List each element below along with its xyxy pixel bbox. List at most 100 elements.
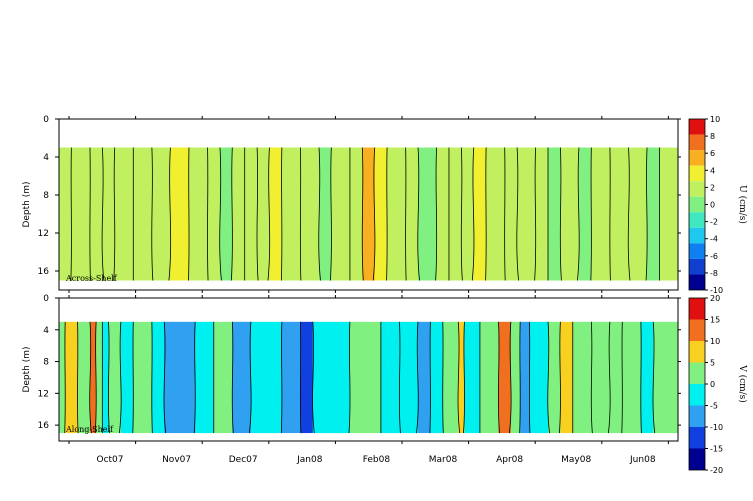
contour-line [70, 147, 72, 281]
contour-line [621, 321, 623, 434]
data-cell [219, 147, 233, 281]
contour-line [590, 147, 592, 281]
data-cell [312, 321, 351, 434]
contour-line [89, 321, 92, 434]
contour-line [405, 147, 407, 281]
data-cell [560, 147, 580, 281]
x-tick-label: Feb08 [363, 455, 391, 465]
contour-line [652, 321, 656, 434]
data-cell [647, 147, 660, 281]
y-tick-label: 0 [43, 115, 49, 125]
data-cell [349, 147, 363, 281]
plot-frame [58, 297, 679, 442]
contour-line [312, 321, 315, 434]
colorbar-swatch [689, 181, 705, 197]
data-cell [591, 147, 611, 281]
data-cell [572, 321, 592, 434]
contour-line [504, 147, 506, 281]
contour-line [590, 321, 593, 434]
contour-line [463, 321, 466, 434]
x-tick-label: Dec07 [229, 455, 258, 465]
colorbar-swatch [689, 212, 705, 228]
colorbar-swatch [689, 319, 705, 341]
data-cell [659, 147, 679, 281]
contour-line [608, 321, 611, 434]
data-cell [89, 147, 103, 281]
colorbar-tick-label: -8 [710, 269, 718, 278]
contour-line [485, 147, 487, 281]
contour-line [435, 147, 438, 281]
colorbar-tick-label: -10 [710, 423, 723, 432]
contour-line [318, 147, 321, 281]
contour-line [398, 321, 401, 434]
y-tick-label: 16 [38, 267, 50, 277]
contour-line [280, 147, 283, 281]
contour-line [101, 147, 105, 281]
colorbar-tick-label: -5 [710, 402, 718, 411]
data-cell [548, 147, 561, 281]
colorbar-tick-label: 10 [710, 337, 720, 346]
data-cell [207, 147, 221, 281]
data-cell [399, 321, 419, 434]
panel-along-shelf [55, 295, 708, 471]
contour-line [559, 147, 562, 281]
x-tick-label: Apr08 [496, 455, 523, 465]
data-cell [464, 321, 481, 434]
data-cell [281, 321, 301, 434]
contour-line [417, 147, 420, 281]
contour-line [534, 147, 537, 281]
contour-line [609, 147, 611, 281]
data-cell [517, 147, 537, 281]
colorbar-tick-label: -4 [710, 235, 718, 244]
data-cell [380, 321, 400, 434]
contour-line [348, 321, 351, 434]
y-tick-label: 12 [38, 229, 49, 239]
contour-line [547, 321, 550, 434]
contour-line [256, 147, 259, 281]
contour-line [107, 321, 110, 434]
panel-label: Along-Shelf [65, 425, 114, 434]
data-cell [458, 321, 465, 434]
colorbar-swatch [689, 258, 705, 275]
x-tick-label: May08 [561, 455, 591, 465]
data-cell [560, 321, 574, 434]
colorbar-swatch [689, 274, 705, 290]
colorbar-tick-label: -15 [710, 445, 723, 454]
data-cell [96, 321, 103, 434]
data-cell [195, 321, 215, 434]
colorbar-title: U (cm/s) [737, 185, 748, 224]
contour-line [416, 321, 419, 434]
data-cell [479, 321, 499, 434]
contour-line [280, 321, 283, 434]
data-cell [520, 321, 530, 434]
contour-line [267, 147, 271, 281]
colorbar-swatch [689, 427, 705, 449]
data-cell [318, 147, 332, 281]
data-cell [281, 147, 301, 281]
contour-line [219, 147, 222, 281]
data-cell [188, 147, 209, 281]
data-cell [374, 147, 388, 281]
data-cell [71, 147, 91, 281]
contour-line [113, 147, 116, 281]
data-cell [387, 147, 407, 281]
data-cell [133, 147, 153, 281]
colorbar-tick-label: 4 [710, 166, 715, 175]
contour-line [248, 321, 252, 434]
colorbar-swatch [689, 243, 705, 259]
colorbar-tick-label: 6 [710, 149, 715, 158]
data-cell [609, 147, 629, 281]
colorbar-title: V (cm/s) [737, 364, 748, 403]
data-cell [300, 321, 314, 434]
y-tick-label: 4 [43, 153, 49, 163]
contour-line [471, 147, 475, 281]
data-cell [628, 147, 648, 281]
data-cell [448, 147, 462, 281]
data-cell [170, 147, 190, 281]
contour-line [231, 321, 234, 434]
contour-line [627, 147, 631, 281]
panel-across-shelf [55, 116, 708, 293]
y-tick-label: 8 [43, 358, 49, 368]
contour-line [89, 147, 91, 281]
